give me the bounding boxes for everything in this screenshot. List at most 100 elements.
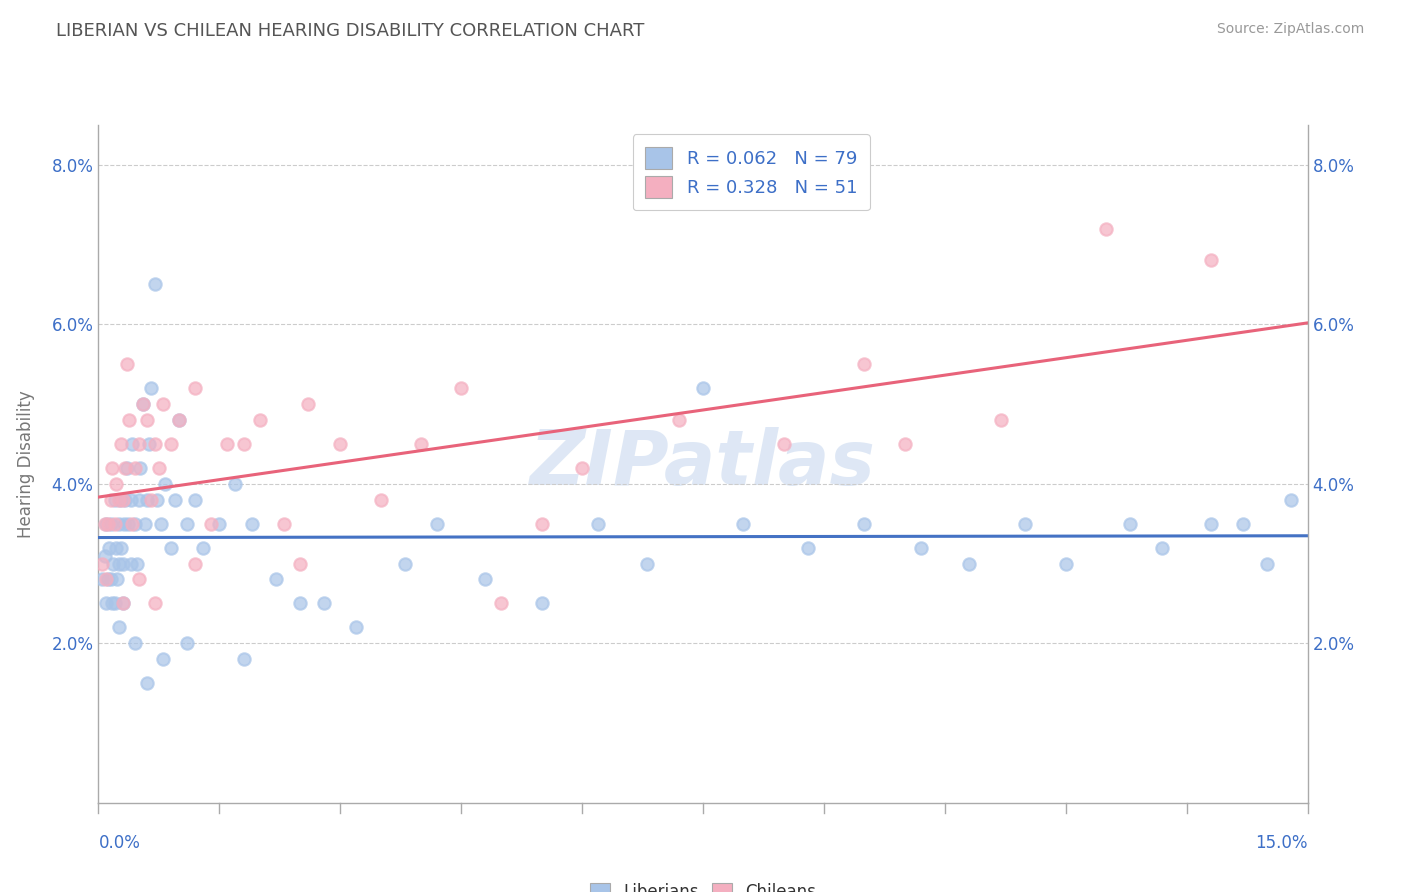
Legend: R = 0.062   N = 79, R = 0.328   N = 51: R = 0.062 N = 79, R = 0.328 N = 51 bbox=[633, 134, 870, 211]
Point bbox=[101, 460, 124, 475]
Point bbox=[143, 596, 166, 610]
Point bbox=[153, 476, 176, 491]
Point bbox=[128, 573, 150, 587]
Point bbox=[107, 492, 129, 507]
Point bbox=[138, 437, 160, 451]
Point bbox=[117, 516, 139, 531]
Point bbox=[110, 437, 132, 451]
Point bbox=[288, 596, 311, 610]
Point bbox=[135, 676, 157, 690]
Point bbox=[733, 516, 755, 531]
Point bbox=[200, 516, 222, 531]
Point bbox=[148, 460, 170, 475]
Point bbox=[160, 541, 183, 555]
Point bbox=[288, 557, 311, 571]
Point bbox=[329, 437, 352, 451]
Point bbox=[124, 460, 146, 475]
Point bbox=[193, 541, 215, 555]
Point bbox=[1232, 516, 1254, 531]
Point bbox=[957, 557, 980, 571]
Point bbox=[105, 573, 128, 587]
Point bbox=[586, 516, 609, 531]
Point bbox=[1014, 516, 1036, 531]
Point bbox=[100, 492, 122, 507]
Point bbox=[100, 516, 122, 531]
Point bbox=[409, 437, 432, 451]
Point bbox=[853, 516, 876, 531]
Point bbox=[240, 516, 263, 531]
Point bbox=[103, 596, 125, 610]
Point bbox=[128, 437, 150, 451]
Point bbox=[105, 541, 128, 555]
Point bbox=[129, 460, 152, 475]
Point bbox=[176, 636, 198, 650]
Point bbox=[167, 413, 190, 427]
Point bbox=[107, 516, 129, 531]
Point bbox=[152, 652, 174, 666]
Point bbox=[143, 277, 166, 292]
Point bbox=[1095, 221, 1118, 235]
Point bbox=[314, 596, 336, 610]
Point bbox=[264, 573, 287, 587]
Text: 0.0%: 0.0% bbox=[98, 834, 141, 852]
Point bbox=[97, 516, 120, 531]
Point bbox=[114, 460, 136, 475]
Point bbox=[107, 557, 129, 571]
Point bbox=[176, 516, 198, 531]
Point bbox=[1256, 557, 1278, 571]
Text: LIBERIAN VS CHILEAN HEARING DISABILITY CORRELATION CHART: LIBERIAN VS CHILEAN HEARING DISABILITY C… bbox=[56, 22, 644, 40]
Point bbox=[910, 541, 932, 555]
Point bbox=[111, 596, 134, 610]
Point bbox=[124, 636, 146, 650]
Point bbox=[636, 557, 658, 571]
Point bbox=[530, 516, 553, 531]
Point bbox=[474, 573, 496, 587]
Point bbox=[1152, 541, 1174, 555]
Point bbox=[134, 516, 156, 531]
Point bbox=[208, 516, 231, 531]
Point bbox=[146, 492, 169, 507]
Point bbox=[97, 541, 120, 555]
Point bbox=[167, 413, 190, 427]
Point bbox=[1054, 557, 1077, 571]
Point bbox=[121, 437, 143, 451]
Point bbox=[772, 437, 794, 451]
Point bbox=[111, 492, 134, 507]
Point bbox=[152, 397, 174, 411]
Point bbox=[91, 573, 114, 587]
Point bbox=[1199, 253, 1222, 268]
Point bbox=[128, 492, 150, 507]
Point bbox=[853, 357, 876, 371]
Point bbox=[224, 476, 246, 491]
Point bbox=[571, 460, 593, 475]
Point bbox=[1281, 492, 1303, 507]
Point bbox=[124, 516, 146, 531]
Point bbox=[96, 516, 118, 531]
Point bbox=[103, 516, 125, 531]
Point bbox=[103, 492, 125, 507]
Point bbox=[426, 516, 449, 531]
Point bbox=[105, 476, 128, 491]
Point bbox=[96, 573, 118, 587]
Point bbox=[143, 437, 166, 451]
Point bbox=[232, 437, 254, 451]
Point bbox=[893, 437, 915, 451]
Text: 15.0%: 15.0% bbox=[1256, 834, 1308, 852]
Point bbox=[184, 492, 207, 507]
Point bbox=[139, 381, 162, 395]
Point bbox=[1199, 516, 1222, 531]
Point bbox=[127, 557, 149, 571]
Point bbox=[135, 413, 157, 427]
Point bbox=[111, 557, 134, 571]
Point bbox=[692, 381, 714, 395]
Point bbox=[120, 557, 142, 571]
Point bbox=[132, 397, 155, 411]
Point bbox=[112, 516, 135, 531]
Point bbox=[150, 516, 173, 531]
Point bbox=[135, 492, 157, 507]
Point bbox=[163, 492, 186, 507]
Point bbox=[97, 573, 120, 587]
Point bbox=[370, 492, 392, 507]
Point bbox=[297, 397, 319, 411]
Point bbox=[217, 437, 239, 451]
